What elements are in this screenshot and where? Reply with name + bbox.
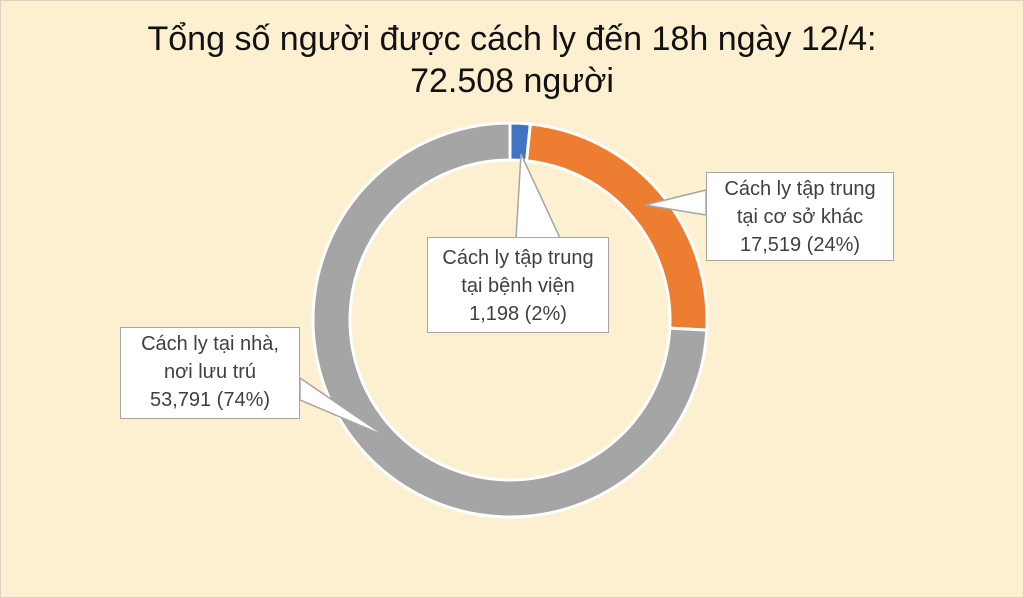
label-line: nơi lưu trú [163, 361, 257, 383]
label-line: tại cơ sở khác [736, 206, 864, 228]
label-line: tại bệnh viện [461, 275, 575, 297]
title-line-1: Tổng số người được cách ly đến 18h ngày … [147, 20, 877, 58]
data-label-other-facility: Cách ly tập trung tại cơ sở khác 17,519 … [706, 172, 894, 261]
label-value: 1,198 (2%) [469, 303, 567, 325]
label-line: Cách ly tập trung [442, 247, 594, 269]
callout-pointer-home [299, 376, 386, 437]
label-value: 17,519 (24%) [739, 234, 861, 256]
chart-title: Tổng số người được cách ly đến 18h ngày … [0, 18, 1024, 102]
label-line: Cách ly tại nhà, [141, 333, 279, 355]
donut-slice-2 [311, 121, 709, 519]
label-value: 53,791 (74%) [149, 389, 271, 411]
data-label-hospital: Cách ly tập trung tại bệnh viện 1,198 (2… [427, 237, 609, 333]
title-line-2: 72.508 người [410, 62, 614, 100]
data-label-home: Cách ly tại nhà, nơi lưu trú 53,791 (74%… [120, 327, 300, 419]
label-line: Cách ly tập trung [724, 178, 876, 200]
